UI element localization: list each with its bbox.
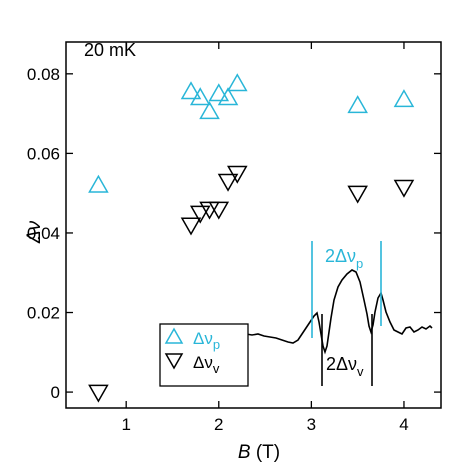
data-point-p	[347, 95, 368, 114]
inset-bottom-label-sub: v	[357, 364, 364, 379]
x-tick-label: 2	[214, 415, 223, 434]
data-point-v	[88, 384, 109, 403]
legend-label-p-base: Δν	[193, 329, 213, 348]
x-tick-label: 3	[307, 415, 316, 434]
plot-border	[65, 41, 442, 409]
legend-label-p-sub: p	[213, 337, 220, 352]
data-point-v	[208, 201, 230, 220]
data-point-p	[88, 174, 109, 193]
legend-marker-up	[164, 327, 184, 344]
x-tick-label: 1	[121, 415, 130, 434]
data-point-v	[189, 205, 211, 224]
inset-bottom-label-prefix: 2Δν	[326, 354, 357, 374]
legend-label-v: Δνv	[193, 353, 220, 376]
legend-label-v-sub: v	[213, 361, 220, 376]
legend-box	[159, 323, 249, 387]
data-point-v	[180, 217, 202, 236]
y-tick-label: 0	[51, 383, 60, 402]
data-point-v	[347, 185, 368, 204]
data-point-p	[208, 83, 230, 102]
data-point-p	[189, 87, 211, 106]
data-point-p	[227, 73, 248, 92]
data-points	[88, 73, 415, 403]
inset-bottom-label: 2Δνv	[326, 354, 364, 379]
x-axis-title: B (T)	[238, 442, 280, 463]
y-tick-label: 0.02	[27, 304, 60, 323]
y-tick-label: 0.04	[27, 224, 60, 243]
data-point-v	[217, 173, 239, 192]
data-point-p	[393, 89, 415, 108]
legend-label-p: Δνp	[193, 329, 220, 352]
data-point-p	[199, 101, 220, 120]
inset-trace: 2Δνp 2Δνv	[245, 241, 433, 386]
inset-top-label: 2Δνp	[325, 246, 363, 271]
data-point-v	[227, 165, 248, 184]
legend-marker-down	[164, 353, 184, 370]
x-axis-unit: (T)	[251, 442, 281, 463]
data-point-p	[180, 81, 202, 100]
plot-frame	[65, 41, 442, 409]
x-tick-label: 4	[399, 415, 408, 434]
legend-label-v-base: Δν	[193, 353, 213, 372]
temperature-annotation: 20 mK	[84, 40, 136, 60]
tick-labels: 1 2 3 4 0 0.02 0.04 0.06 0.08	[27, 65, 409, 434]
inset-top-label-prefix: 2Δν	[325, 246, 356, 266]
legend: Δνp Δνv	[159, 323, 249, 387]
y-tick-label: 0.08	[27, 65, 60, 84]
y-tick-label: 0.06	[27, 144, 60, 163]
inset-top-label-sub: p	[356, 256, 363, 271]
inset-trace-line	[245, 269, 433, 355]
data-point-v	[393, 179, 415, 198]
axis-ticks	[66, 42, 441, 408]
y-axis-title: Δν	[24, 220, 45, 244]
data-point-p	[217, 87, 239, 106]
x-axis-symbol: B	[238, 442, 251, 463]
